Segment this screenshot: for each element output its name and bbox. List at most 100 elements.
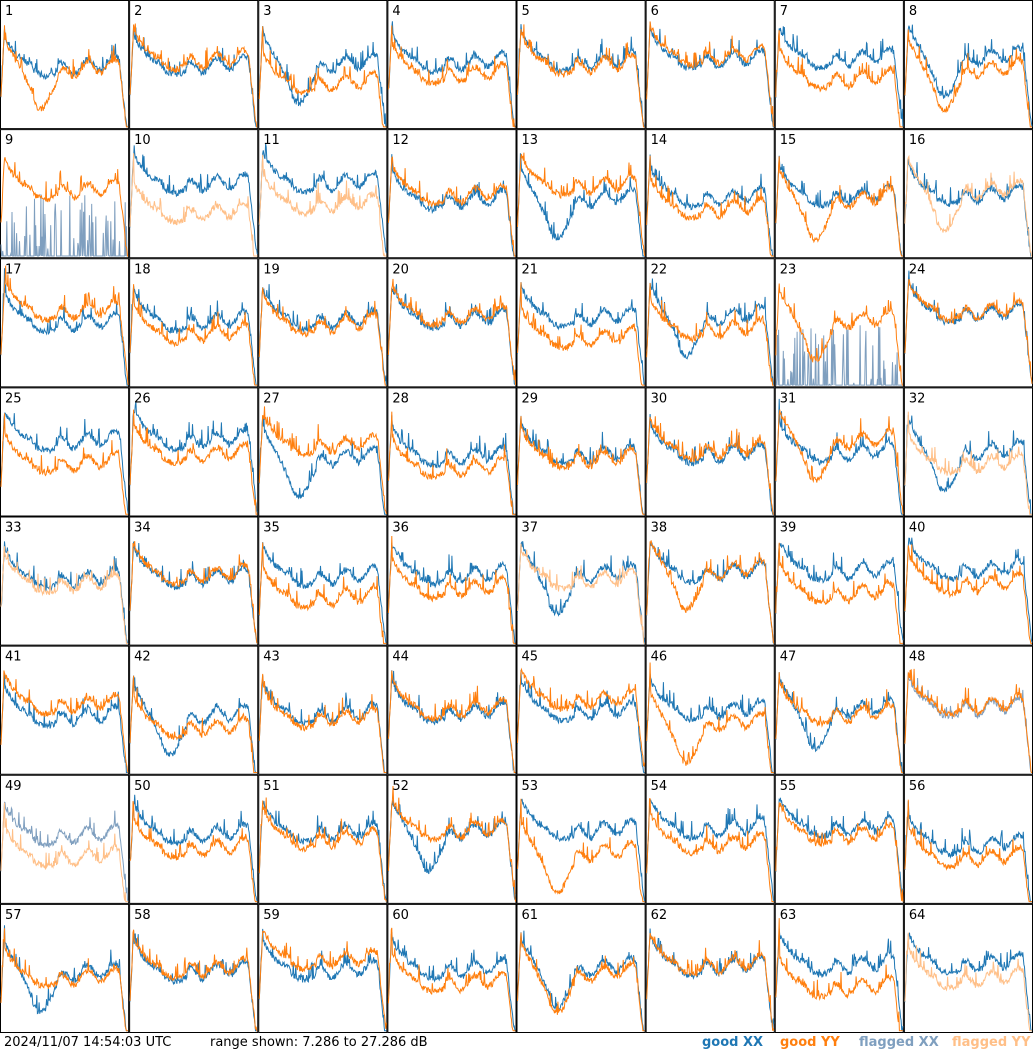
panel-50: 50 — [129, 774, 259, 904]
panel-frame — [774, 129, 904, 259]
panel-20: 20 — [387, 258, 517, 388]
panel-59: 59 — [258, 903, 388, 1033]
panel-label: 50 — [134, 779, 151, 794]
panel-label: 26 — [134, 391, 151, 406]
series-yy-good — [646, 155, 774, 257]
panel-frame — [258, 129, 388, 259]
panel-label: 51 — [263, 779, 280, 794]
panel-28: 28 — [387, 387, 517, 517]
panel-label: 8 — [909, 4, 917, 19]
panel-frame — [0, 774, 130, 904]
footer-bar: 2024/11/07 14:54:03 UTC range shown: 7.2… — [0, 1033, 1033, 1053]
series-xx-good — [646, 278, 775, 386]
series-yy-good — [387, 927, 516, 1032]
series-xx-good — [387, 542, 516, 644]
panel-frame — [774, 258, 904, 388]
series-yy-good — [517, 798, 645, 903]
series-xx-good — [775, 797, 904, 896]
series-yy-good — [129, 541, 258, 644]
series-yy-good — [258, 542, 387, 644]
series-yy-good — [646, 416, 774, 515]
panel-frame — [774, 774, 904, 904]
panel-4: 4 — [387, 0, 517, 130]
series-yy-flagged — [517, 543, 645, 644]
series-yy-good — [129, 409, 258, 515]
panel-label: 53 — [522, 779, 539, 794]
series-xx-good — [517, 415, 645, 515]
series-xx-good — [258, 415, 387, 515]
series-xx-good — [517, 798, 646, 902]
panel-frame — [0, 516, 130, 646]
series-yy-good — [517, 24, 645, 128]
panel-label: 11 — [263, 133, 280, 148]
panel-label: 61 — [522, 908, 539, 923]
panel-45: 45 — [516, 645, 646, 775]
panel-frame — [387, 129, 517, 259]
series-yy-flagged — [0, 802, 129, 903]
series-yy-good — [646, 662, 774, 773]
series-xx-flagged — [0, 801, 129, 902]
series-xx-good — [0, 268, 129, 386]
panel-frame — [129, 645, 259, 775]
series-xx-good — [0, 925, 129, 1032]
panel-frame — [387, 903, 517, 1033]
panel-frame — [258, 258, 388, 388]
panel-label: 2 — [134, 4, 142, 19]
series-yy-good — [0, 25, 129, 128]
series-xx-good — [129, 25, 258, 128]
series-yy-good — [0, 670, 129, 773]
series-xx-good — [129, 930, 258, 1032]
panel-frame — [129, 258, 259, 388]
timestamp: 2024/11/07 14:54:03 UTC — [4, 1035, 172, 1050]
panel-label: 54 — [651, 779, 668, 794]
series-xx-good — [517, 541, 646, 644]
series-xx-good — [646, 413, 774, 515]
panel-label: 13 — [522, 133, 539, 148]
panel-frame — [387, 387, 517, 517]
panel-frame — [516, 258, 646, 388]
panel-frame — [516, 516, 646, 646]
panel-24: 24 — [903, 258, 1033, 388]
panel-18: 18 — [129, 258, 259, 388]
panel-frame — [387, 516, 517, 646]
panel-33: 33 — [0, 516, 130, 646]
series-xx-good — [517, 930, 645, 1032]
series-xx-good — [387, 284, 516, 386]
series-yy-flagged — [258, 154, 387, 257]
panel-frame — [645, 129, 775, 259]
series-xx-good — [775, 398, 903, 515]
series-yy-good — [258, 673, 387, 773]
panel-frame — [645, 258, 775, 388]
panel-label: 7 — [780, 4, 788, 19]
panel-label: 23 — [780, 262, 797, 277]
series-xx-good — [904, 24, 1033, 127]
panel-frame — [0, 387, 130, 517]
panel-35: 35 — [258, 516, 388, 646]
series-xx-good — [258, 542, 387, 644]
panel-label: 32 — [909, 391, 926, 406]
panel-label: 59 — [263, 908, 280, 923]
panel-label: 63 — [780, 908, 797, 923]
panel-11: 11 — [258, 129, 388, 259]
panel-label: 58 — [134, 908, 151, 923]
panel-label: 10 — [134, 133, 151, 148]
panel-frame — [258, 387, 388, 517]
series-yy-flagged — [904, 411, 1032, 515]
panel-label: 14 — [651, 133, 668, 148]
series-xx-good — [387, 670, 516, 773]
panel-frame — [129, 129, 259, 259]
panel-49: 49 — [0, 774, 130, 904]
series-xx-good — [258, 26, 387, 128]
series-xx-good — [387, 932, 516, 1032]
series-xx-good — [904, 801, 1032, 903]
panel-38: 38 — [645, 516, 775, 646]
series-yy-good — [904, 29, 1032, 128]
series-yy-good — [387, 411, 516, 515]
panel-6: 6 — [645, 0, 775, 130]
panel-3: 3 — [258, 0, 388, 130]
panel-44: 44 — [387, 645, 517, 775]
panel-frame — [516, 387, 646, 517]
series-yy-good — [517, 667, 646, 767]
series-yy-good — [387, 670, 516, 773]
panel-56: 56 — [903, 774, 1033, 904]
